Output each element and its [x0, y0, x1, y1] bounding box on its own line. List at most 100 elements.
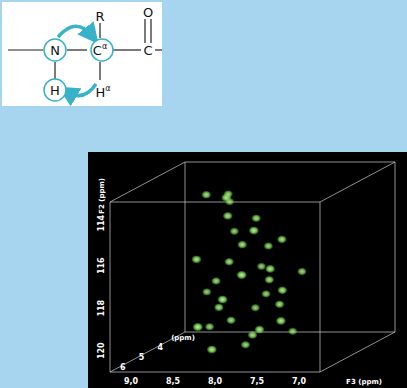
x-tick-label: 8,0 [208, 377, 223, 386]
peak [265, 276, 275, 284]
figure: 9,0 8,5 8,0 7,5 7,0 114 116 118 120 6 5 4 (ppm) F3 (p… [0, 0, 407, 388]
peak [297, 268, 306, 276]
atom-bg [142, 43, 154, 57]
frame-edge [185, 162, 395, 163]
peak [207, 345, 217, 353]
peak [288, 328, 297, 335]
bond [113, 49, 141, 50]
atom-superscript: α [105, 84, 110, 93]
frame-edge [185, 162, 186, 332]
bond [99, 22, 100, 38]
peak [265, 265, 275, 273]
atom-symbol: C [143, 43, 152, 58]
z-tick-label: 4 [157, 343, 163, 352]
atom-symbol: R [95, 9, 104, 24]
atom-label: O [143, 5, 153, 20]
atom-bg [94, 9, 106, 23]
peak [202, 191, 212, 199]
peak [202, 288, 211, 295]
peak [248, 331, 258, 339]
atom-label: H [50, 83, 60, 98]
peak [224, 258, 233, 266]
z-tick-label: 6 [120, 363, 126, 372]
peak [225, 198, 234, 205]
inset-box [2, 2, 162, 106]
peak [251, 304, 260, 311]
z-axis-title: (ppm) [171, 334, 195, 342]
atom-label: N [50, 43, 60, 58]
peak [193, 323, 203, 331]
frame-edge [110, 202, 320, 203]
atom-superscript: α [102, 42, 107, 51]
peak [218, 295, 228, 303]
x-tick-label: 7,5 [250, 377, 265, 386]
atom-label: C [143, 43, 152, 58]
atom-circle [44, 39, 66, 61]
frame-edge [320, 202, 321, 372]
peak [264, 242, 273, 250]
peak [205, 323, 214, 331]
x-axis-title: F3 (ppm) [346, 378, 382, 386]
peak [275, 300, 284, 308]
bond [8, 49, 43, 50]
peak [277, 235, 287, 243]
y-tick-label: 120 [97, 342, 106, 359]
bond [150, 19, 151, 43]
atom-symbol: H [50, 83, 60, 98]
z-tick-label: 5 [139, 353, 145, 362]
y-tick-label: 114 [97, 214, 106, 231]
panel [88, 152, 407, 388]
bond [54, 62, 55, 79]
arrow [67, 84, 96, 96]
peak [255, 326, 265, 334]
tick-labels: 9,0 8,5 8,0 7,5 7,0 114 116 118 120 6 5 4 (ppm) F3 (p… [97, 178, 382, 386]
frame-edge [110, 372, 320, 373]
frame-edge [110, 202, 111, 372]
peak [226, 316, 235, 324]
atom-symbol: O [143, 5, 153, 20]
y-tick-label: 116 [97, 257, 106, 274]
frame-edge [110, 162, 185, 202]
atom-bg [142, 5, 154, 19]
atom-label: Cα [93, 42, 107, 58]
inset: NCαHRCOHα [2, 2, 162, 106]
bond [99, 62, 100, 80]
canvas: 9,0 8,5 8,0 7,5 7,0 114 116 118 120 6 5 4 (ppm) F3 (p… [0, 0, 407, 388]
atom-label: R [95, 9, 104, 24]
peak [192, 255, 202, 263]
atom-symbol: C [93, 43, 102, 58]
bond [155, 49, 162, 50]
y-tick-label: 118 [97, 299, 106, 316]
atom-label: Hα [95, 84, 110, 100]
peak [223, 212, 233, 220]
y-axis-title: F2 (ppm) [98, 178, 106, 214]
atom-circle [44, 79, 66, 101]
frame-edge [395, 162, 396, 332]
peak [241, 341, 250, 349]
frame-edge [320, 162, 395, 202]
atom-circle [91, 39, 113, 61]
peak [276, 317, 286, 325]
x-tick-label: 8,5 [166, 377, 181, 386]
peak [230, 228, 239, 235]
peak [214, 303, 224, 311]
peak [257, 263, 266, 270]
bond [67, 49, 87, 50]
frame-edge [320, 332, 395, 372]
peak [211, 277, 220, 285]
atom-symbol: H [95, 85, 105, 100]
peak [278, 286, 288, 294]
cube-frame [110, 162, 395, 372]
x-tick-label: 7,0 [292, 377, 307, 386]
peak [224, 190, 233, 198]
peak [252, 214, 261, 222]
peaks [192, 190, 307, 353]
peak [262, 290, 271, 298]
peak [237, 271, 247, 279]
atom-symbol: N [50, 43, 60, 58]
peak [249, 226, 259, 234]
x-tick-label: 9,0 [124, 377, 139, 386]
peak [237, 241, 247, 249]
bond [144, 19, 145, 43]
arrow [58, 26, 92, 37]
